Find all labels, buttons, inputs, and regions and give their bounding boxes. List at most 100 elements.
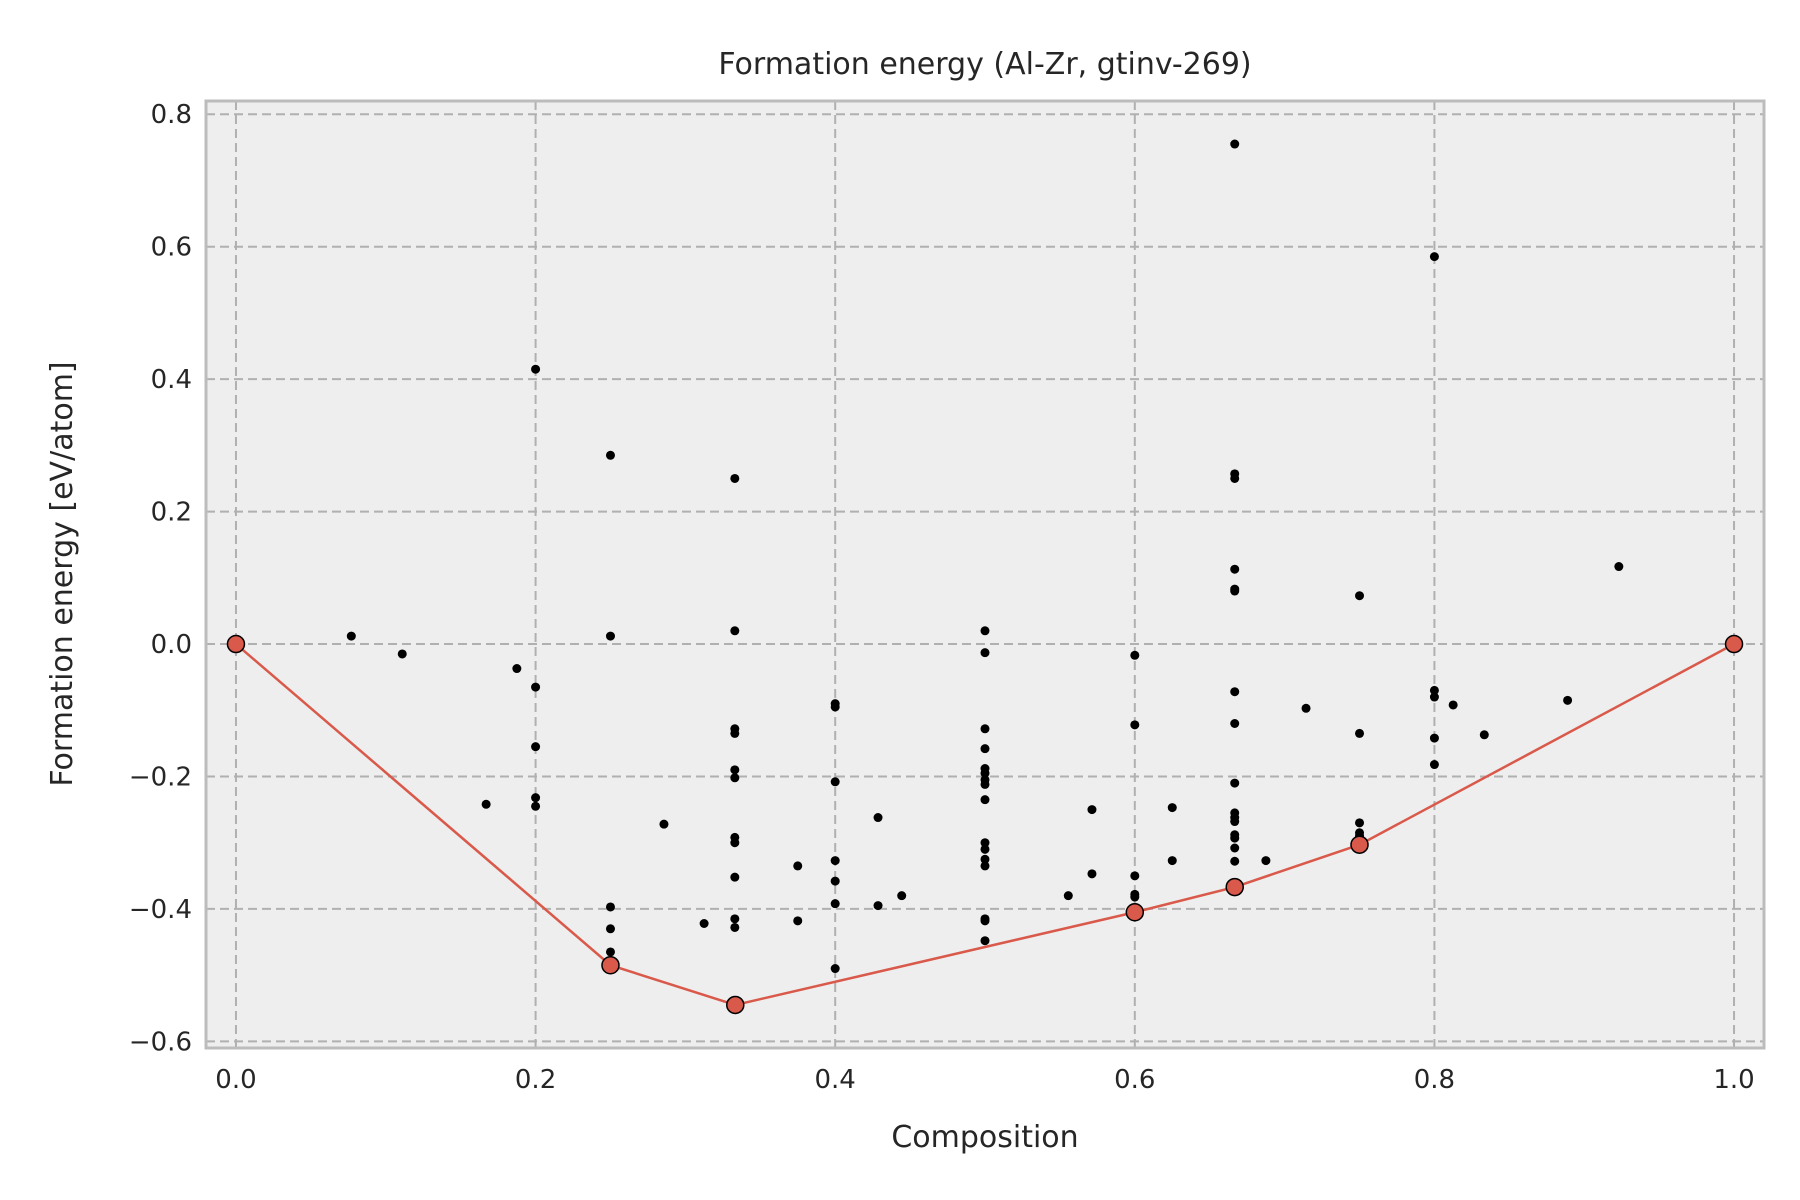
structure-point — [980, 838, 990, 848]
structure-point — [1230, 778, 1240, 788]
structure-point — [1355, 728, 1365, 738]
y-tick-label: 0.2 — [151, 498, 192, 528]
structure-point — [481, 799, 491, 809]
structure-point — [1448, 700, 1458, 710]
x-tick-labels: 0.0 0.2 0.4 0.6 0.8 1.0 — [215, 1065, 1754, 1095]
structure-point — [730, 626, 740, 636]
structure-point — [873, 813, 883, 823]
y-axis-label: Formation energy [eV/atom] — [45, 361, 80, 786]
structure-point — [730, 922, 740, 932]
structure-point — [1429, 685, 1439, 695]
structure-point — [1130, 650, 1140, 660]
structure-point — [1167, 856, 1177, 866]
convex-hull — [226, 634, 1744, 1015]
structure-point — [1230, 833, 1240, 843]
hull-vertex — [726, 995, 745, 1015]
structure-point — [397, 649, 407, 659]
structure-point — [730, 773, 740, 783]
structure-point — [531, 793, 541, 803]
structure-point — [730, 473, 740, 483]
structure-point — [1230, 817, 1240, 827]
hull-vertex — [1225, 877, 1244, 897]
structure-point — [1230, 856, 1240, 866]
structure-point — [830, 964, 840, 974]
structure-point — [730, 838, 740, 848]
structure-point — [980, 779, 990, 789]
y-tick-labels: 0.8 0.6 0.4 0.2 0.0 −0.2 −0.4 −0.6 — [129, 100, 192, 1057]
structure-point — [730, 728, 740, 738]
hull-vertex — [1125, 902, 1145, 922]
hull-vertex — [226, 634, 246, 654]
structure-point — [605, 631, 615, 641]
structure-point — [1355, 818, 1365, 828]
structure-point — [1429, 692, 1439, 702]
chart-title: Formation energy (Al-Zr, gtinv-269) — [718, 47, 1251, 82]
structure-point — [830, 876, 840, 886]
structure-point — [531, 742, 541, 752]
structure-point — [1261, 856, 1271, 866]
structure-point — [730, 872, 740, 882]
structure-point — [605, 450, 615, 460]
structure-point — [531, 682, 541, 692]
y-tick-label: 0.4 — [151, 365, 192, 395]
structure-point — [730, 914, 740, 924]
structure-point — [1355, 591, 1365, 601]
x-tick-label: 0.4 — [815, 1065, 856, 1095]
structure-point — [699, 918, 709, 928]
grid — [206, 101, 1764, 1048]
x-tick-label: 0.6 — [1114, 1065, 1155, 1095]
structure-point — [1230, 139, 1240, 149]
structure-point — [512, 664, 522, 674]
structure-point — [980, 916, 990, 926]
structure-point — [346, 631, 356, 641]
structure-point — [531, 801, 541, 811]
structure-point — [980, 854, 990, 864]
structure-point — [1429, 733, 1439, 743]
x-tick-label: 0.8 — [1414, 1065, 1455, 1095]
hull-vertex — [601, 955, 620, 975]
structure-point — [1130, 871, 1140, 881]
structure-point — [1301, 703, 1311, 713]
structure-point — [1230, 687, 1240, 697]
structure-point — [980, 768, 990, 778]
structure-points — [346, 139, 1624, 974]
structure-point — [1230, 564, 1240, 574]
x-tick-label: 0.2 — [515, 1065, 556, 1095]
y-tick-label: −0.6 — [129, 1027, 192, 1057]
structure-point — [980, 861, 990, 871]
hull-vertex — [1724, 634, 1744, 654]
structure-point — [1614, 562, 1624, 572]
structure-point — [1230, 843, 1240, 853]
structure-point — [605, 902, 615, 912]
structure-point — [830, 777, 840, 787]
structure-point — [1087, 869, 1097, 879]
x-tick-label: 0.0 — [215, 1065, 256, 1095]
structure-point — [730, 765, 740, 775]
x-axis-label: Composition — [891, 1120, 1078, 1155]
structure-point — [830, 856, 840, 866]
structure-point — [1429, 252, 1439, 262]
structure-point — [830, 702, 840, 712]
structure-point — [605, 947, 615, 957]
structure-point — [980, 724, 990, 734]
structure-point — [1563, 695, 1573, 705]
structure-point — [605, 924, 615, 934]
structure-point — [1130, 720, 1140, 730]
structure-point — [980, 744, 990, 754]
structure-point — [1130, 892, 1140, 902]
structure-point — [980, 648, 990, 658]
structure-point — [1230, 719, 1240, 729]
structure-point — [1063, 891, 1073, 901]
structure-point — [1429, 760, 1439, 770]
plot-frame — [204, 99, 1766, 1050]
structure-point — [1230, 586, 1240, 596]
y-tick-label: 0.0 — [151, 630, 192, 660]
structure-point — [873, 901, 883, 911]
structure-point — [1167, 803, 1177, 813]
structure-point — [1230, 473, 1240, 483]
structure-point — [980, 936, 990, 946]
x-tick-label: 1.0 — [1713, 1065, 1754, 1095]
y-tick-label: 0.8 — [151, 100, 192, 130]
structure-point — [659, 819, 669, 829]
